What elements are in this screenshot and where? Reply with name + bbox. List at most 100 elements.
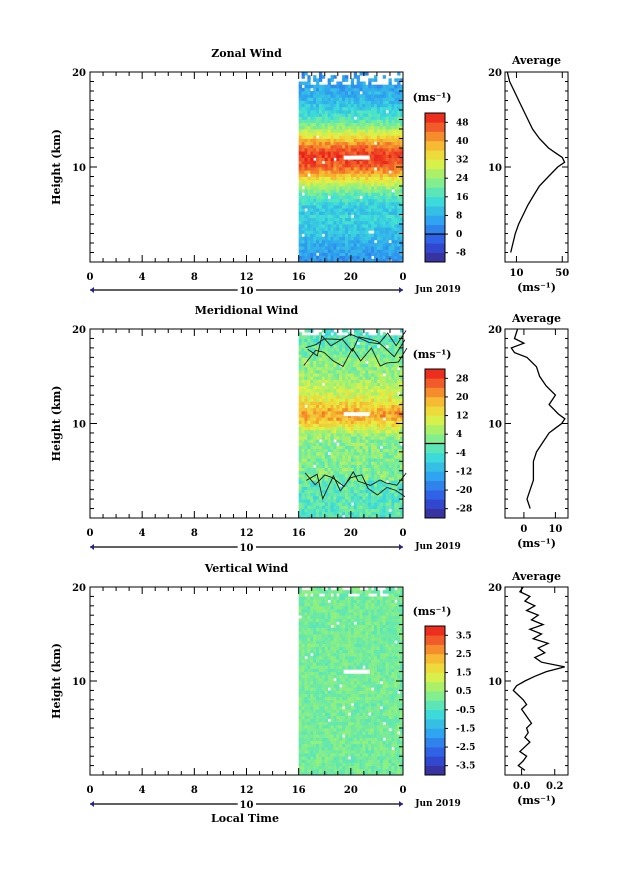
heatmap-cell xyxy=(298,429,302,434)
heatmap-cell xyxy=(391,448,395,453)
heatmap-cell xyxy=(379,220,384,225)
heatmap-cell xyxy=(316,233,320,238)
heatmap-cell xyxy=(301,182,305,187)
heatmap-cell xyxy=(400,357,404,361)
heatmap-cell xyxy=(307,768,311,773)
heatmap-cell xyxy=(301,448,305,453)
heatmap-cell xyxy=(347,91,352,95)
heatmap-cell xyxy=(336,113,340,117)
heatmap-cell xyxy=(298,332,302,336)
heatmap-cell xyxy=(391,220,395,225)
heatmap-cell xyxy=(316,354,320,358)
heatmap-cell xyxy=(327,505,331,509)
heatmap-cell xyxy=(307,401,311,405)
heatmap-cell xyxy=(379,461,384,465)
heatmap-cell xyxy=(330,439,334,443)
heatmap-cell xyxy=(318,768,323,773)
x-tick-label: 16 xyxy=(292,528,306,539)
heatmap-cell xyxy=(374,230,378,234)
heatmap-cell xyxy=(394,94,398,98)
heatmap-cell xyxy=(301,492,305,497)
heatmap-cell xyxy=(353,737,358,741)
heatmap-cell xyxy=(388,208,392,212)
heatmap-cell xyxy=(394,160,398,165)
heatmap-cell xyxy=(359,749,363,754)
heatmap-cell xyxy=(321,87,326,92)
heatmap-cell xyxy=(356,167,360,171)
heatmap-cell xyxy=(298,138,302,143)
heatmap-cell xyxy=(382,439,387,443)
heatmap-cell xyxy=(313,113,317,117)
heatmap-cell xyxy=(324,492,329,497)
heatmap-cell xyxy=(304,420,308,424)
heatmap-cell xyxy=(371,464,375,468)
heatmap-cell xyxy=(316,458,320,462)
heatmap-cell xyxy=(301,489,305,494)
heatmap-cell xyxy=(385,160,389,165)
heatmap-cell xyxy=(359,249,363,253)
heatmap-cell xyxy=(310,357,314,361)
heatmap-cell xyxy=(301,154,305,158)
heatmap-cell xyxy=(318,743,323,748)
heatmap-cell xyxy=(394,78,398,82)
heatmap-cell xyxy=(391,214,395,219)
heatmap-cell xyxy=(324,373,329,377)
heatmap-cell xyxy=(298,486,302,491)
heatmap-cell xyxy=(391,366,395,371)
heatmap-cell xyxy=(304,765,308,770)
heatmap-cell xyxy=(388,483,392,487)
heatmap-cell xyxy=(376,495,381,500)
heatmap-cell xyxy=(324,214,329,219)
heatmap-cell xyxy=(313,78,317,82)
heatmap-cell xyxy=(321,363,326,368)
heatmap-cell xyxy=(368,106,372,111)
heatmap-cell xyxy=(359,511,363,516)
heatmap-cell xyxy=(347,214,352,219)
heatmap-cell xyxy=(321,746,326,751)
heatmap-cell xyxy=(400,486,404,491)
heatmap-cell xyxy=(374,119,378,124)
heatmap-cell xyxy=(321,103,326,108)
heatmap-cell xyxy=(368,224,372,228)
heatmap-cell xyxy=(391,239,395,244)
heatmap-cell xyxy=(400,360,404,365)
heatmap-cell xyxy=(365,423,369,428)
heatmap-cell xyxy=(397,243,401,247)
heatmap-cell xyxy=(379,395,384,399)
heatmap-cell xyxy=(391,404,395,409)
heatmap-cell xyxy=(397,436,401,440)
heatmap-cell xyxy=(382,97,387,101)
heatmap-cell xyxy=(374,404,378,409)
heatmap-cell xyxy=(345,214,349,219)
heatmap-cell xyxy=(359,132,363,136)
heatmap-cell xyxy=(400,499,404,503)
heatmap-cell xyxy=(304,91,308,95)
heatmap-cell xyxy=(376,499,381,503)
heatmap-cell xyxy=(339,116,343,120)
heatmap-cell xyxy=(304,442,308,446)
heatmap-cell xyxy=(318,749,323,754)
heatmap-cell xyxy=(359,473,363,478)
heatmap-cell xyxy=(394,170,398,174)
heatmap-cell xyxy=(388,388,392,393)
heatmap-cell xyxy=(324,170,329,174)
heatmap-cell xyxy=(316,205,320,209)
heatmap-cell xyxy=(368,473,372,478)
heatmap-cell xyxy=(391,458,395,462)
heatmap-cell xyxy=(385,407,389,412)
heatmap-cell xyxy=(301,354,305,358)
heatmap-cell xyxy=(374,214,378,219)
heatmap-cell xyxy=(382,470,387,475)
heatmap-cell xyxy=(359,354,363,358)
heatmap-cell xyxy=(371,385,375,390)
heatmap-cell xyxy=(382,211,387,215)
heatmap-cell xyxy=(327,746,331,751)
heatmap-cell xyxy=(304,464,308,468)
heatmap-cell xyxy=(336,743,340,748)
heatmap-cell xyxy=(301,116,305,120)
heatmap-cell xyxy=(321,329,326,333)
heatmap-cell xyxy=(330,230,334,234)
heatmap-cell xyxy=(304,230,308,234)
heatmap-cell xyxy=(336,376,340,380)
heatmap-cell xyxy=(345,505,349,509)
